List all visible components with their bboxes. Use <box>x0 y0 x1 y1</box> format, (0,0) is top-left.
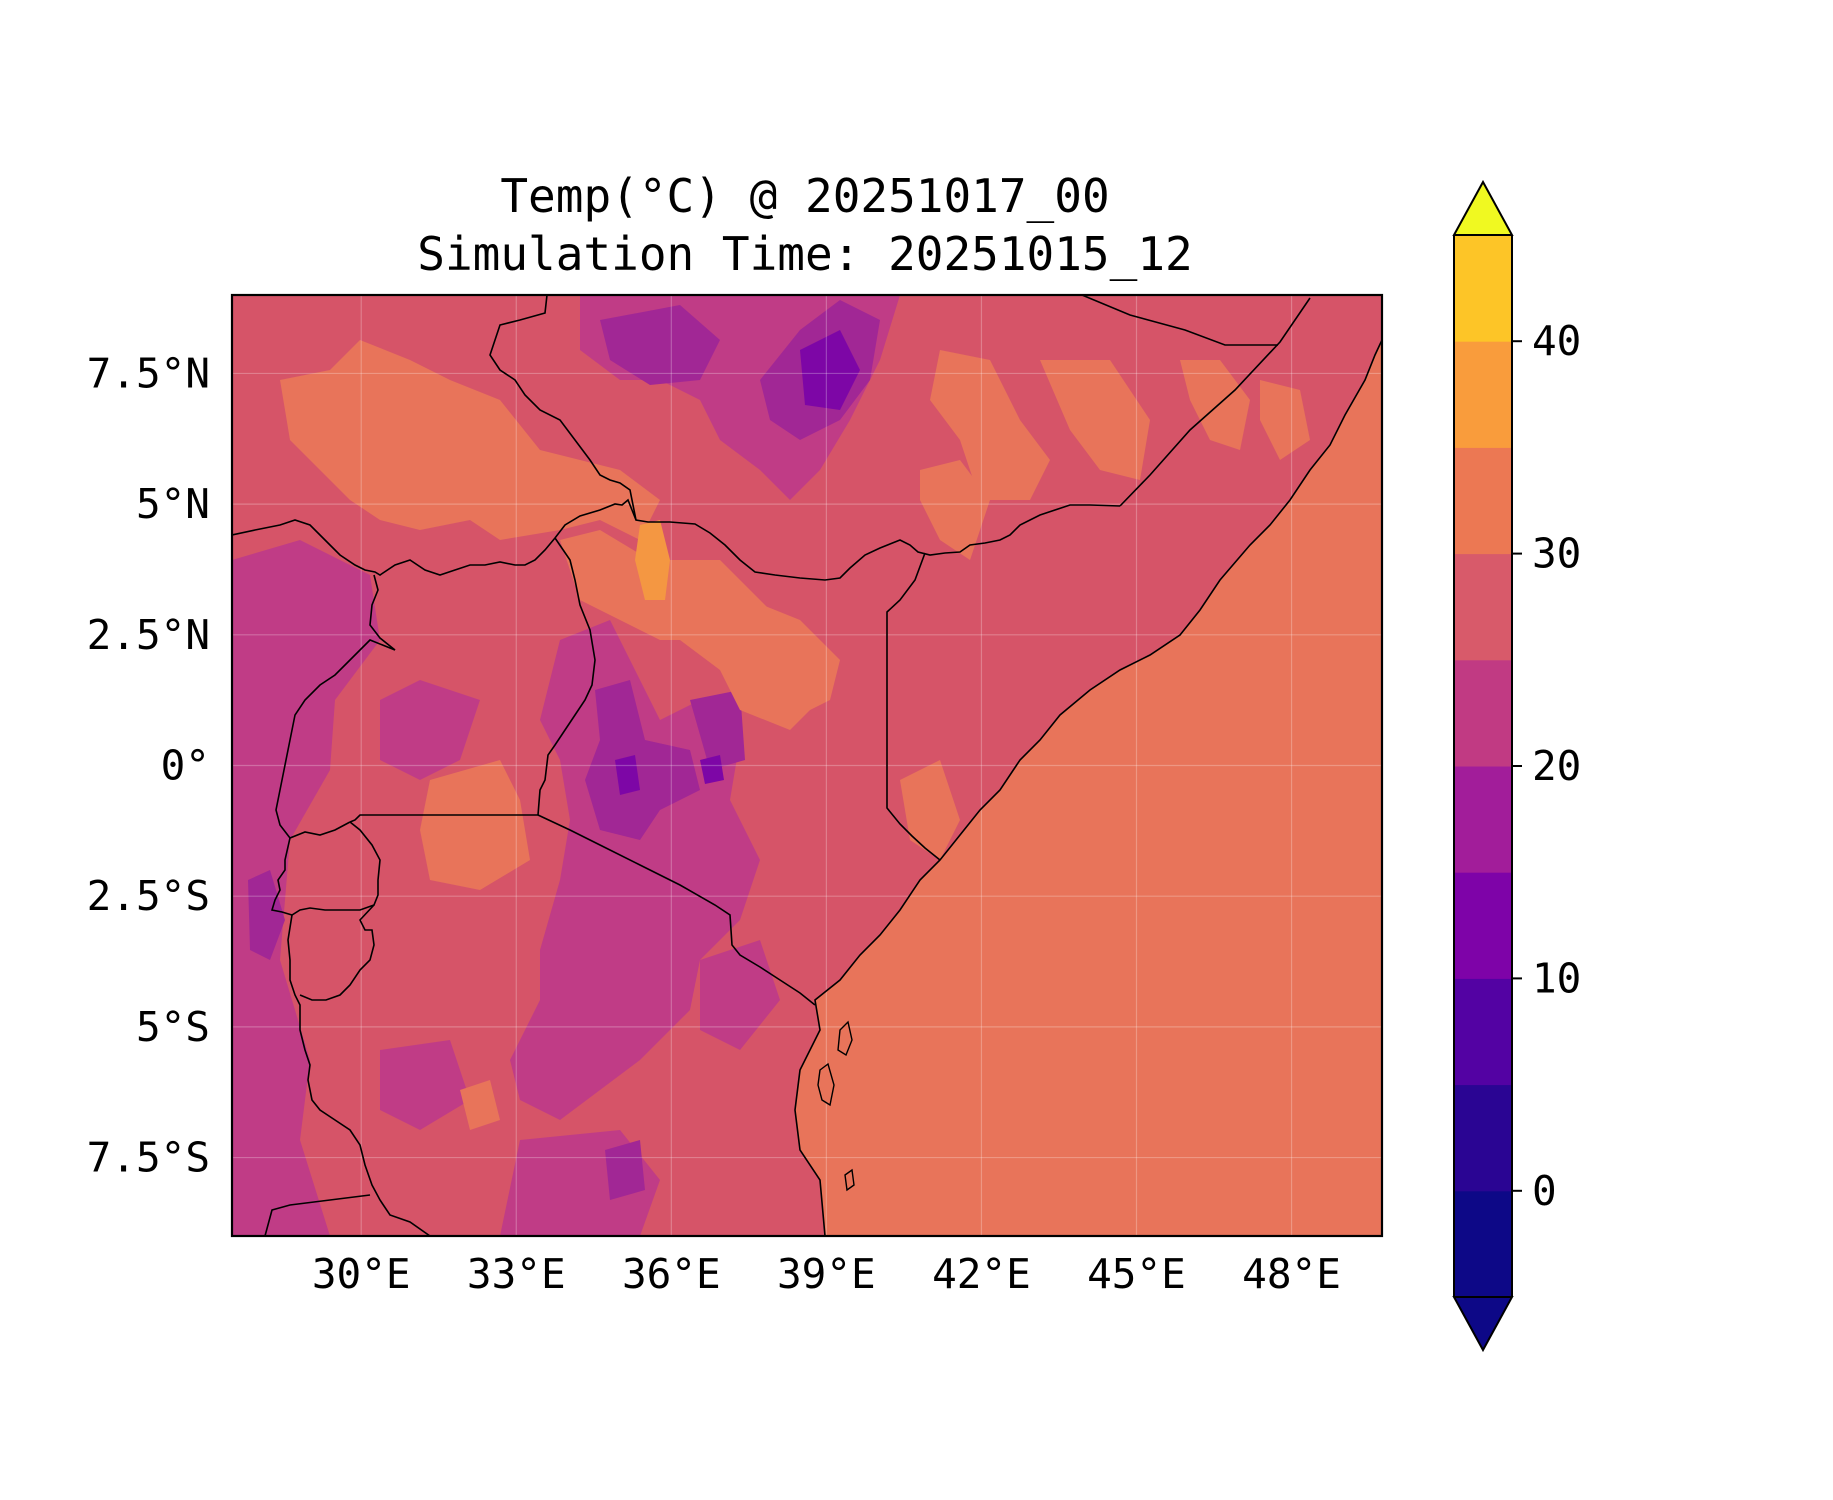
y-tick-label: 5°N <box>136 480 210 528</box>
colorbar-tick-label: 40 <box>1532 317 1581 365</box>
coldest-temperature-patches <box>615 330 860 795</box>
colorbar-segments <box>1454 235 1512 1298</box>
colorbar-segment <box>1454 1084 1512 1192</box>
colorbar-segment <box>1454 447 1512 555</box>
x-tick-label: 30°E <box>312 1250 411 1298</box>
colorbar-segment <box>1454 978 1512 1086</box>
x-tick-label: 42°E <box>932 1250 1031 1298</box>
ocean-temperature-field <box>795 295 1382 1236</box>
x-tick-label: 36°E <box>622 1250 721 1298</box>
map-gridlines <box>232 295 1382 1236</box>
colorbar-segment <box>1454 235 1512 342</box>
islands <box>817 1020 855 1192</box>
pemba-island <box>837 1020 853 1057</box>
cool-temperature-patches <box>232 295 900 1236</box>
map-title-line-2: Simulation Time: 20251015_12 <box>417 227 1193 281</box>
colorbar-tick-label: 30 <box>1532 530 1581 578</box>
zanzibar-island <box>817 1062 835 1107</box>
country-borders <box>232 295 1311 1236</box>
y-axis-ticks: 7.5°N 5°N 2.5°N 0° 2.5°S 5°S 7.5°S <box>87 349 210 1181</box>
map-frame <box>230 293 1384 1238</box>
y-tick-label: 5°S <box>136 1003 210 1051</box>
y-tick-label: 2.5°N <box>87 611 210 659</box>
x-tick-label: 48°E <box>1242 1250 1341 1298</box>
colorbar-tick-label: 10 <box>1532 954 1581 1002</box>
mafia-island <box>844 1168 855 1192</box>
y-tick-label: 2.5°S <box>87 872 210 920</box>
map-area <box>232 295 1382 1236</box>
colorbar-segment <box>1454 341 1512 448</box>
colorbar-segment <box>1454 766 1512 873</box>
x-tick-label: 39°E <box>777 1250 876 1298</box>
colorbar-under-arrow <box>1452 1296 1514 1353</box>
colorbar-tick-label: 0 <box>1532 1167 1557 1215</box>
x-tick-label: 45°E <box>1087 1250 1186 1298</box>
colorbar-segment <box>1454 1190 1512 1298</box>
colorbar-segment <box>1454 553 1512 661</box>
colorbar-ticks: 0 10 20 30 40 <box>1512 317 1581 1215</box>
colorbar-tick-label: 20 <box>1532 742 1581 790</box>
colorbar-segment <box>1454 659 1512 767</box>
colorbar-over-arrow <box>1452 179 1514 236</box>
y-tick-label: 7.5°N <box>87 349 210 397</box>
map-title-line-1: Temp(°C) @ 20251017_00 <box>500 169 1110 223</box>
y-tick-label: 7.5°S <box>87 1134 210 1182</box>
x-axis-ticks: 30°E 33°E 36°E 39°E 42°E 45°E 48°E <box>312 1250 1341 1298</box>
hot-temperature-patches <box>635 520 670 600</box>
coastline <box>794 339 1382 1236</box>
warm-temperature-patches <box>280 340 1310 1130</box>
colorbar-segment <box>1454 872 1512 979</box>
colorbar: 0 10 20 30 40 <box>1452 179 1581 1353</box>
y-tick-label: 0° <box>161 742 210 790</box>
x-tick-label: 33°E <box>467 1250 566 1298</box>
